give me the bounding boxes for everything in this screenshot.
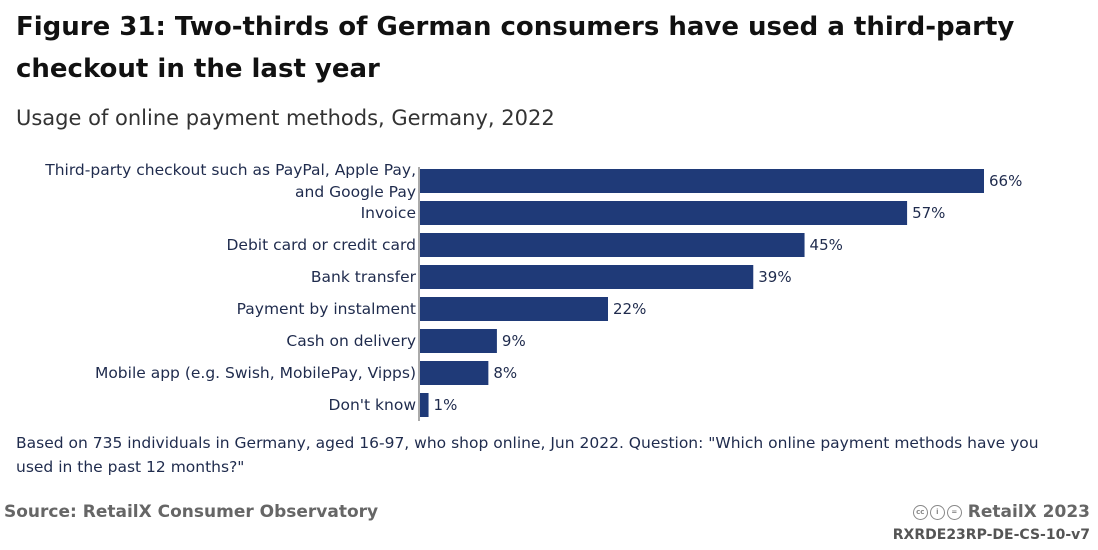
cc-icon: cc xyxy=(912,504,928,520)
chart-title: Figure 31: Two-thirds of German consumer… xyxy=(16,12,1015,84)
category-label: Cash on delivery xyxy=(286,332,416,350)
category-label: Debit card or credit card xyxy=(227,236,417,254)
bar xyxy=(420,265,754,289)
value-label: 22% xyxy=(613,300,646,318)
bar xyxy=(420,169,984,193)
category-label: Don't know xyxy=(329,396,417,414)
value-label: 39% xyxy=(758,268,791,286)
bar xyxy=(420,233,805,257)
nd-icon: = xyxy=(946,504,962,520)
report-code: RXRDE23RP-DE-CS-10-v7 xyxy=(892,527,1090,543)
by-icon: i xyxy=(929,504,945,520)
footnote: Based on 735 individuals in Germany, age… xyxy=(16,434,1039,476)
chart-subtitle: Usage of online payment methods, Germany… xyxy=(16,106,555,130)
value-label: 66% xyxy=(989,172,1022,190)
category-label: Mobile app (e.g. Swish, MobilePay, Vipps… xyxy=(95,364,416,382)
bar xyxy=(420,297,608,321)
value-label: 57% xyxy=(912,204,945,222)
bar xyxy=(420,329,497,353)
category-label: Payment by instalment xyxy=(237,300,416,318)
category-label: Third-party checkout such as PayPal, App… xyxy=(44,161,416,179)
license-icons: cc i = xyxy=(912,504,962,520)
category-label: Invoice xyxy=(361,204,416,222)
source-text: Source: RetailX Consumer Observatory xyxy=(4,502,379,522)
value-label: 45% xyxy=(810,236,843,254)
value-label: 1% xyxy=(434,396,458,414)
value-label: 8% xyxy=(493,364,517,382)
brand-name: RetailX 2023 xyxy=(967,502,1090,522)
bar-chart: 66% Third-party checkout such as PayPal, … xyxy=(44,161,1022,421)
bar xyxy=(420,361,489,385)
brand-block: cc i = RetailX 2023 xyxy=(912,502,1090,522)
category-label: Bank transfer xyxy=(311,268,417,286)
value-label: 9% xyxy=(502,332,526,350)
category-label: and Google Pay xyxy=(295,183,416,201)
bar xyxy=(420,393,429,417)
bar xyxy=(420,201,908,225)
